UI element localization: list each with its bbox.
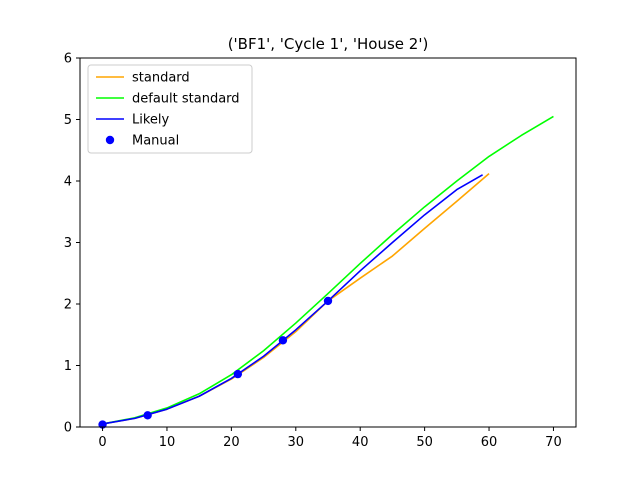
legend-box	[87, 64, 253, 154]
y-tick-label: 1	[64, 359, 72, 374]
axes: 0 10 20 30 40 50 60 70 0 1 2 3 4 5 6	[64, 52, 577, 450]
y-tick-label: 3	[64, 236, 72, 251]
x-tick-label: 20	[223, 435, 240, 450]
x-tick-label: 70	[545, 435, 562, 450]
legend-label-standard: standard	[132, 71, 190, 86]
scatter-point-manual	[323, 296, 333, 306]
legend-label-default-standard: default standard	[132, 92, 240, 107]
plot-area	[98, 115, 554, 429]
scatter-point-manual	[143, 411, 152, 420]
x-tick-label: 0	[98, 435, 106, 450]
y-tick-label: 5	[64, 113, 72, 128]
x-tick-label: 50	[416, 435, 433, 450]
y-tick-label: 6	[64, 52, 72, 67]
legend-swatch-manual	[105, 135, 115, 145]
legend: standard default standard Likely Manual	[87, 64, 253, 154]
chart-title: ('BF1', 'Cycle 1', 'House 2')	[228, 35, 429, 53]
y-tick-label: 4	[64, 175, 72, 190]
scatter-point-manual	[233, 369, 243, 379]
x-tick-label: 10	[159, 435, 176, 450]
x-tick-label: 60	[481, 435, 498, 450]
series-line-default-standard	[102, 115, 554, 425]
legend-label-manual: Manual	[132, 134, 179, 149]
scatter-point-manual	[278, 336, 288, 345]
series-group	[102, 115, 554, 425]
y-tick-label: 0	[64, 421, 72, 436]
x-tick-label: 30	[288, 435, 305, 450]
legend-label-likely: Likely	[132, 113, 170, 128]
y-tick-label: 2	[64, 298, 72, 313]
series-line-likely	[102, 174, 483, 425]
x-tick-label: 40	[352, 435, 369, 450]
